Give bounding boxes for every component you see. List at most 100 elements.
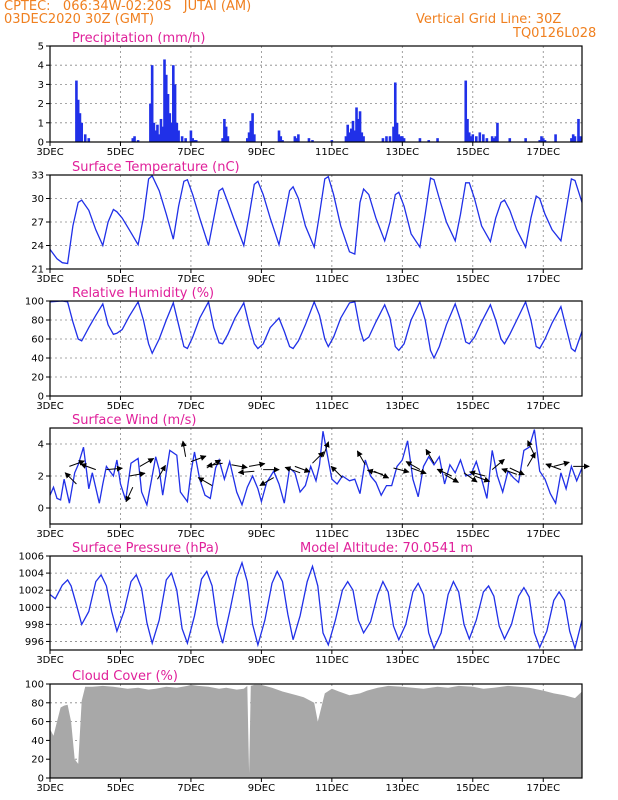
precip-bar bbox=[471, 134, 475, 142]
wind-arrow bbox=[405, 461, 421, 471]
y-tick-label: 33 bbox=[31, 171, 44, 182]
y-tick-label: 996 bbox=[25, 637, 44, 648]
x-tick-label: 9DEC bbox=[248, 274, 275, 285]
x-tick-label: 7DEC bbox=[177, 529, 204, 540]
wind-arrow bbox=[444, 473, 459, 483]
y-tick-label: 0 bbox=[38, 504, 44, 515]
precip-bar bbox=[156, 124, 159, 142]
x-tick-label: 9DEC bbox=[248, 401, 275, 412]
precip-bar bbox=[508, 138, 512, 142]
precip-bar bbox=[164, 74, 168, 142]
precip-bar bbox=[418, 138, 422, 142]
y-tick-label: 100 bbox=[25, 680, 44, 691]
x-tick-label: 9DEC bbox=[248, 147, 275, 158]
wind-arrow bbox=[509, 467, 525, 476]
precip-bar bbox=[395, 122, 399, 142]
y-tick-label: 0 bbox=[38, 138, 44, 149]
wind-arrow bbox=[436, 468, 452, 477]
y-tick-label: 60 bbox=[31, 717, 44, 728]
precip-bar bbox=[78, 113, 82, 142]
x-tick-label: 13DEC bbox=[385, 401, 419, 412]
wind-arrow bbox=[106, 465, 123, 472]
y-tick-label: 2 bbox=[38, 472, 44, 483]
precip-bar bbox=[189, 130, 193, 142]
precip-bar bbox=[75, 80, 78, 142]
y-tick-label: 2 bbox=[38, 99, 44, 110]
wind-arrow bbox=[294, 465, 311, 473]
wind-arrow bbox=[366, 468, 384, 475]
cloud-cover-area bbox=[50, 684, 582, 778]
precip-bar bbox=[385, 136, 388, 142]
x-tick-label: 5DEC bbox=[107, 274, 134, 285]
y-tick-label: 0 bbox=[38, 774, 44, 785]
y-tick-label: 80 bbox=[31, 316, 44, 327]
model-code: TQ0126L028 bbox=[513, 26, 597, 41]
wind-arrow bbox=[64, 472, 77, 485]
wind-arrow bbox=[491, 458, 505, 470]
precip-bar bbox=[172, 65, 175, 142]
precip-bar bbox=[281, 140, 284, 142]
x-tick-label: 13DEC bbox=[385, 655, 419, 666]
precip-bar bbox=[578, 136, 582, 142]
y-tick-label: 100 bbox=[25, 297, 44, 308]
precip-bar bbox=[249, 120, 253, 142]
precip-bar bbox=[397, 134, 401, 142]
panel-title: Precipitation (mm/h) bbox=[72, 31, 205, 46]
precip-bar bbox=[307, 138, 311, 142]
x-tick-label: 7DEC bbox=[177, 147, 204, 158]
precip-bar bbox=[253, 134, 256, 142]
precip-bar bbox=[573, 136, 577, 142]
y-tick-label: 3 bbox=[38, 80, 44, 91]
precip-bar bbox=[540, 136, 543, 142]
x-tick-label: 9DEC bbox=[248, 529, 275, 540]
wind-arrow bbox=[237, 469, 255, 476]
precip-bar bbox=[152, 122, 156, 142]
precip-bar bbox=[362, 136, 365, 142]
precip-bar bbox=[87, 138, 91, 142]
x-tick-label: 5DEC bbox=[107, 401, 134, 412]
precip-bar bbox=[492, 138, 496, 142]
y-tick-label: 998 bbox=[25, 620, 44, 631]
wind-arrow bbox=[190, 455, 207, 463]
y-tick-label: 20 bbox=[31, 373, 44, 384]
wind-arrow bbox=[284, 466, 301, 474]
wind-arrow bbox=[356, 450, 366, 466]
precip-bar bbox=[83, 134, 87, 142]
model-altitude: Model Altitude: 70.0541 m bbox=[300, 541, 473, 556]
panel-title: Surface Wind (m/s) bbox=[72, 413, 196, 428]
wind-arrow bbox=[312, 451, 325, 464]
x-tick-label: 15DEC bbox=[456, 783, 490, 794]
precip-bar bbox=[247, 132, 251, 142]
precip-bar bbox=[577, 118, 580, 142]
x-tick-label: 5DEC bbox=[107, 783, 134, 794]
precip-bar bbox=[356, 118, 360, 142]
precip-bar bbox=[330, 140, 334, 142]
wind-arrow bbox=[553, 460, 570, 467]
wind-arrow bbox=[527, 440, 535, 456]
precip-bar bbox=[427, 140, 431, 142]
wind-arrow bbox=[248, 461, 266, 468]
precip-bar bbox=[392, 126, 395, 142]
precip-bar bbox=[571, 134, 575, 142]
x-tick-label: 5DEC bbox=[107, 529, 134, 540]
station-line: CPTEC: 066:34W-02:20S JUTAI (AM) bbox=[4, 0, 252, 14]
grid-line-note: Vertical Grid Line: 30Z bbox=[416, 12, 562, 27]
x-tick-label: 3DEC bbox=[36, 783, 63, 794]
precip-bar bbox=[543, 140, 547, 142]
wind-arrow bbox=[157, 464, 166, 480]
precip-bar bbox=[349, 128, 353, 142]
y-tick-label: 24 bbox=[31, 241, 44, 252]
y-tick-label: 0 bbox=[38, 392, 44, 403]
wind-arrow bbox=[425, 448, 435, 464]
wind-arrow bbox=[410, 467, 427, 475]
x-tick-label: 11DEC bbox=[315, 529, 349, 540]
precip-bar bbox=[133, 136, 136, 142]
x-tick-label: 13DEC bbox=[385, 783, 419, 794]
precip-bar bbox=[163, 59, 166, 142]
panel-title: Relative Humidity (%) bbox=[72, 286, 214, 301]
precip-bar bbox=[161, 126, 165, 142]
x-tick-label: 17DEC bbox=[526, 147, 560, 158]
panel-frame bbox=[49, 555, 583, 651]
precip-bar bbox=[436, 138, 439, 142]
wind-arrow bbox=[69, 459, 85, 467]
